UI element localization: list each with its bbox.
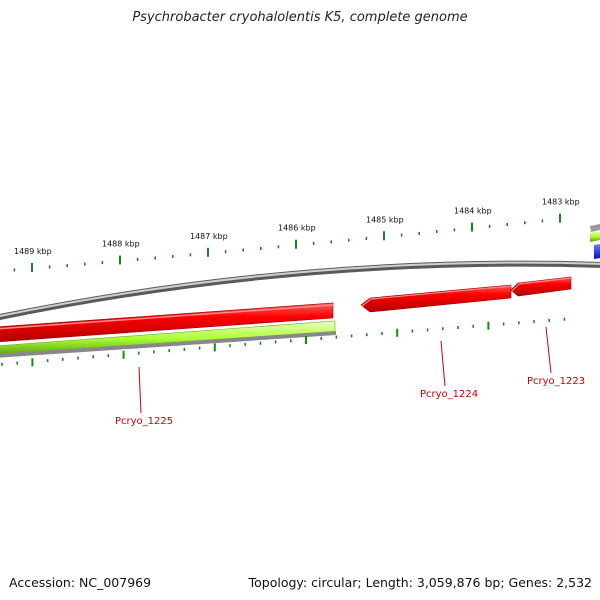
kbp-label: 1485 kbp	[366, 215, 404, 224]
genome-backbone-arc	[0, 260, 600, 321]
inner-tick-marks	[1, 317, 566, 367]
gene-arrow-pcryo-1223[interactable]	[510, 276, 572, 297]
leader-line-pcryo-1224	[440, 340, 446, 387]
gene-arrow-pcryo-1225[interactable]	[0, 302, 334, 342]
kbp-label: 1489 kbp	[14, 247, 52, 256]
gene-label-pcryo-1223[interactable]: Pcryo_1223	[527, 376, 585, 387]
inner-backbone-arc	[0, 331, 337, 358]
genome-summary: Topology: circular; Length: 3,059,876 bp…	[248, 575, 592, 590]
map-title: Psychrobacter cryohalolentis K5, complet…	[132, 10, 468, 25]
kbp-labels: 1489 kbp 1488 kbp 1487 kbp 1486 kbp 1485 kbp…	[14, 198, 580, 256]
accession-label: Accession: NC_007969	[9, 575, 152, 590]
edge-feature-grey	[590, 224, 600, 232]
leader-line-pcryo-1223	[545, 326, 552, 374]
leader-line-pcryo-1225	[138, 366, 142, 414]
kbp-label: 1487 kbp	[190, 232, 228, 241]
kbp-label: 1486 kbp	[278, 224, 316, 233]
edge-feature-green	[590, 231, 600, 242]
gene-arrow-pcryo-1224[interactable]	[360, 284, 512, 313]
gene-label-pcryo-1224[interactable]: Pcryo_1224	[420, 389, 478, 400]
outer-tick-marks	[13, 213, 561, 272]
kbp-label: 1483 kbp	[542, 198, 580, 207]
gene-label-pcryo-1225[interactable]: Pcryo_1225	[115, 416, 173, 427]
edge-feature-blue	[594, 244, 600, 259]
kbp-label: 1488 kbp	[102, 240, 140, 249]
kbp-label: 1484 kbp	[454, 207, 492, 216]
